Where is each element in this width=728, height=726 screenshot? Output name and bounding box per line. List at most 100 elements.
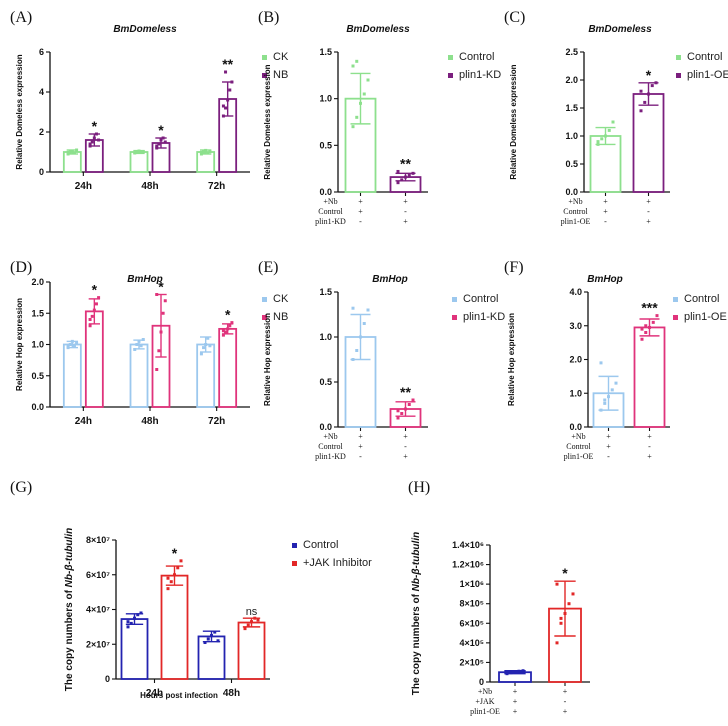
bar-D-ck bbox=[62, 343, 82, 408]
bar-C-plin1oe bbox=[632, 93, 665, 193]
y-tick-label-D: 0.0 bbox=[31, 402, 44, 412]
data-point-D bbox=[159, 330, 163, 334]
data-point-E bbox=[366, 308, 370, 312]
data-point-C bbox=[654, 81, 658, 85]
data-point-B bbox=[396, 169, 400, 173]
condition-value-E: + bbox=[358, 442, 363, 451]
data-point-H bbox=[563, 612, 567, 615]
y-tick-label-H: 8×10⁵ bbox=[460, 599, 485, 609]
condition-label-E: +Nb bbox=[323, 432, 337, 441]
panel-D: (D) BmHop 0.0 0.5 1.0 1.5 2.0 Relative Hop expr… bbox=[10, 259, 289, 427]
data-point-D bbox=[137, 339, 141, 343]
data-point-G bbox=[206, 637, 210, 641]
bar-A-ck bbox=[62, 151, 82, 173]
data-point-D bbox=[70, 339, 74, 343]
data-point-D bbox=[228, 324, 232, 328]
data-point-A bbox=[97, 138, 101, 142]
data-point-E bbox=[359, 335, 362, 339]
data-point-B bbox=[400, 178, 404, 182]
bar-D-nb bbox=[218, 327, 238, 408]
data-point-D bbox=[97, 296, 101, 300]
data-point-E bbox=[351, 358, 355, 361]
x-tick-label-D: 48h bbox=[141, 416, 158, 427]
data-point-A bbox=[72, 151, 76, 155]
y-axis-label-part: Nb-β-tubulin bbox=[64, 528, 75, 588]
panel-A: (A) BmDomeless 0 2 4 6 Relative Domeless expre… bbox=[10, 9, 289, 192]
data-point-D bbox=[66, 344, 70, 348]
data-point-F bbox=[599, 408, 603, 412]
data-point-C bbox=[639, 109, 643, 113]
data-point-A bbox=[230, 80, 234, 84]
x-tick-label-D: 24h bbox=[75, 416, 92, 427]
data-point-G bbox=[243, 627, 247, 631]
y-tick-label-G: 4×10⁷ bbox=[86, 605, 110, 615]
x-tick-label-A: 24h bbox=[75, 181, 92, 192]
condition-label-F: +Nb bbox=[571, 432, 585, 441]
data-point-A bbox=[224, 106, 228, 110]
significance-label-A: ** bbox=[222, 56, 233, 72]
data-point-E bbox=[355, 349, 359, 352]
chart-title-F: BmHop bbox=[587, 274, 623, 285]
data-point-G bbox=[213, 630, 217, 634]
data-point-F bbox=[610, 388, 614, 392]
data-point-A bbox=[206, 151, 210, 155]
y-tick-label-H: 1.4×10⁶ bbox=[452, 540, 484, 550]
condition-value-C: + bbox=[646, 197, 651, 206]
data-point-H bbox=[505, 672, 509, 676]
significance-label-D: * bbox=[92, 282, 98, 298]
data-point-G bbox=[250, 620, 253, 624]
data-point-D bbox=[135, 343, 139, 346]
data-point-A bbox=[66, 150, 70, 154]
data-point-A bbox=[163, 140, 167, 144]
condition-value-H: + bbox=[513, 697, 518, 706]
legend-label-F: plin1-OE bbox=[684, 311, 727, 323]
data-point-C bbox=[607, 128, 611, 132]
data-point-B bbox=[351, 64, 355, 68]
panel-label-B: (B) bbox=[258, 9, 279, 26]
y-tick-label-E: 1.5 bbox=[319, 287, 332, 297]
condition-value-F: + bbox=[647, 432, 652, 441]
condition-value-E: - bbox=[404, 442, 407, 451]
legend-label-F: Control bbox=[684, 293, 719, 305]
data-point-G bbox=[169, 580, 173, 584]
data-point-D bbox=[75, 341, 79, 345]
condition-label-C: Control bbox=[563, 207, 588, 216]
bar-F-plin1oe bbox=[633, 326, 666, 428]
data-point-G bbox=[173, 573, 176, 577]
data-point-E bbox=[404, 407, 407, 411]
data-point-D bbox=[133, 348, 137, 351]
significance-label-H: * bbox=[562, 565, 568, 581]
data-point-B bbox=[362, 92, 366, 96]
y-tick-label-H: 4×10⁵ bbox=[460, 638, 485, 648]
chart-title-B: BmDomeless bbox=[346, 24, 410, 35]
panel-label-C: (C) bbox=[504, 9, 525, 26]
y-tick-label-C: 0.5 bbox=[565, 159, 578, 169]
condition-value-C: + bbox=[646, 217, 651, 226]
y-tick-label-D: 0.5 bbox=[31, 371, 44, 381]
data-point-H bbox=[509, 671, 513, 675]
data-point-C bbox=[650, 84, 654, 88]
data-point-A bbox=[228, 88, 232, 92]
data-point-A bbox=[159, 138, 163, 142]
legend-label-G: Control bbox=[303, 539, 338, 551]
legend-label-E: plin1-KD bbox=[463, 311, 505, 323]
data-point-E bbox=[396, 409, 400, 413]
data-point-A bbox=[155, 146, 159, 150]
y-tick-label-B: 1.5 bbox=[319, 47, 332, 57]
legend-marker-E bbox=[452, 297, 457, 302]
y-tick-label-H: 0 bbox=[479, 677, 484, 687]
condition-label-E: plin1-KD bbox=[315, 452, 346, 461]
bar-D-ck bbox=[129, 343, 149, 408]
condition-label-B: Control bbox=[318, 207, 343, 216]
y-tick-label-C: 2.5 bbox=[565, 47, 578, 57]
legend-label-E: Control bbox=[463, 293, 498, 305]
panel-B: (B) BmDomeless 0.0 0.5 1.0 1.5 Relative Domele… bbox=[258, 9, 501, 226]
data-point-F bbox=[603, 398, 607, 402]
data-point-B bbox=[355, 59, 359, 63]
data-point-B bbox=[355, 115, 359, 119]
data-point-D bbox=[202, 346, 206, 350]
data-point-E bbox=[396, 416, 400, 420]
bar-G-jakinhibitor bbox=[160, 574, 189, 680]
y-tick-label-D: 1.0 bbox=[31, 340, 44, 350]
condition-label-F: Control bbox=[566, 442, 591, 451]
